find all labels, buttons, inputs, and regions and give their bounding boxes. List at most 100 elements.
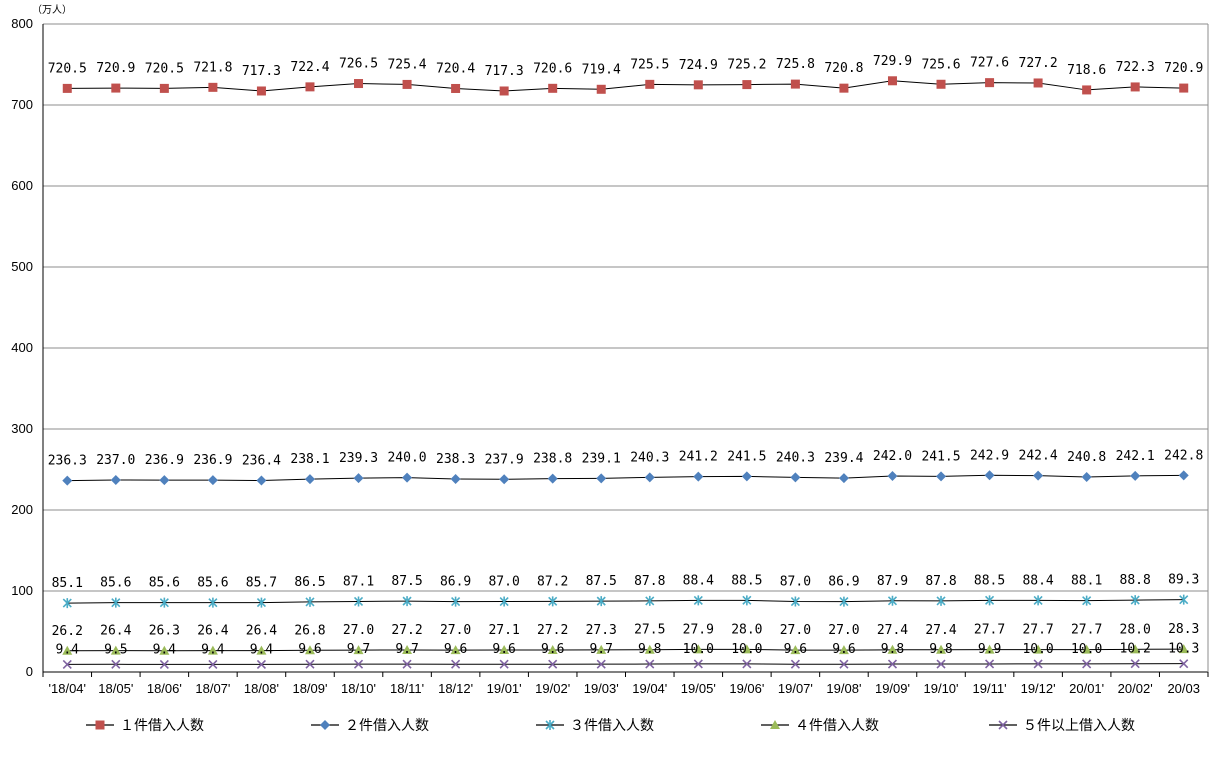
series-marker	[256, 475, 267, 486]
data-label: 236.3	[48, 454, 87, 469]
x-tick-label: 19/04'	[632, 681, 667, 696]
series-marker	[596, 644, 607, 654]
data-label: 236.4	[242, 454, 281, 469]
data-label: 87.1	[343, 574, 374, 589]
x-tick-label: 19/01'	[487, 681, 522, 696]
data-label: 89.3	[1168, 573, 1199, 588]
data-label: 242.0	[873, 449, 912, 464]
series-line	[67, 663, 1184, 665]
data-label: 87.9	[877, 574, 908, 589]
data-label: 10.0	[1022, 642, 1053, 657]
gridlines	[43, 23, 1208, 673]
series-marker	[547, 644, 558, 654]
data-label: 726.5	[339, 57, 378, 72]
data-label: 9.4	[201, 642, 225, 657]
x-tick-label: 19/09'	[875, 681, 910, 696]
series-marker	[839, 83, 849, 93]
series-marker	[111, 659, 121, 669]
series-marker	[208, 597, 218, 608]
x-tick-label: 19/10'	[924, 681, 959, 696]
series-marker	[207, 475, 218, 486]
series-marker	[353, 596, 364, 607]
x-tick-label: '18/04'	[49, 681, 87, 696]
data-label: 240.0	[387, 451, 426, 466]
series-marker	[1082, 659, 1092, 669]
data-label: 9.7	[395, 642, 418, 657]
data-label: 9.6	[832, 642, 855, 657]
series-marker	[1081, 644, 1092, 654]
series-marker	[1179, 83, 1189, 93]
series-marker	[1130, 82, 1140, 92]
data-label: 86.5	[294, 575, 325, 590]
data-label: 720.6	[533, 61, 572, 76]
data-label: 725.4	[387, 57, 426, 72]
series-marker	[1178, 470, 1189, 481]
series-marker	[887, 595, 898, 606]
data-label: 720.5	[48, 61, 87, 76]
series-marker	[62, 598, 72, 609]
legend-label: ４件借入人数	[795, 718, 879, 734]
data-label: 237.0	[96, 453, 135, 468]
series-marker	[1130, 595, 1140, 606]
data-label: 27.0	[828, 623, 859, 638]
series-marker	[1130, 644, 1141, 654]
data-label: 88.4	[683, 573, 714, 588]
data-label: 9.6	[784, 642, 807, 657]
data-label: 85.7	[246, 576, 277, 591]
data-label: 9.7	[589, 642, 612, 657]
data-label: 87.0	[780, 575, 811, 590]
series-marker	[644, 472, 655, 483]
series-marker	[451, 596, 461, 607]
x-tick-label: 20/01'	[1069, 681, 1104, 696]
data-label: 725.8	[776, 57, 815, 72]
series-marker	[1033, 659, 1043, 669]
y-tick-label: 800	[11, 16, 33, 31]
legend-marker	[95, 720, 105, 730]
data-label: 9.4	[56, 642, 80, 657]
data-label: 720.8	[824, 61, 863, 76]
y-axis-unit-label: （万人）	[32, 4, 72, 16]
series-marker	[548, 659, 558, 669]
data-label: 27.4	[877, 623, 908, 638]
legend-marker	[320, 720, 330, 730]
data-label: 27.4	[925, 623, 956, 638]
series-marker	[402, 596, 412, 607]
data-label: 27.0	[440, 623, 471, 638]
data-label: 9.5	[104, 642, 127, 657]
data-label: 26.4	[100, 624, 131, 639]
x-tick-label: 18/10'	[341, 681, 376, 696]
data-label: 26.4	[197, 624, 228, 639]
series-marker	[790, 472, 801, 483]
series-marker	[305, 596, 315, 607]
x-tick-label: 18/06'	[147, 681, 182, 696]
series-marker	[984, 595, 995, 606]
data-label: 28.0	[1120, 622, 1151, 637]
series-marker	[159, 475, 170, 486]
series-marker	[208, 659, 218, 669]
data-label: 240.3	[630, 450, 669, 465]
data-label: 85.6	[197, 576, 228, 591]
x-tick-label: 18/12'	[438, 681, 473, 696]
series-marker	[304, 474, 315, 485]
series-marker	[1130, 470, 1141, 481]
series-marker	[353, 645, 364, 655]
data-label: 88.8	[1120, 573, 1151, 588]
series-marker	[984, 470, 995, 481]
data-label: 237.9	[485, 452, 524, 467]
series-marker	[159, 597, 169, 608]
data-label: 86.9	[828, 575, 859, 590]
series-marker	[693, 659, 703, 669]
data-label: 9.6	[492, 642, 515, 657]
series-marker	[936, 595, 946, 606]
series-marker	[742, 595, 752, 606]
data-label: 27.2	[391, 623, 422, 638]
series-marker	[62, 659, 72, 669]
series-marker	[110, 475, 121, 486]
data-label: 85.1	[52, 576, 83, 591]
series-marker	[207, 645, 218, 655]
series-marker	[62, 83, 72, 93]
data-label: 26.3	[149, 624, 180, 639]
series-line	[67, 648, 1184, 652]
series-marker	[208, 82, 218, 92]
data-label: 236.9	[145, 453, 184, 468]
